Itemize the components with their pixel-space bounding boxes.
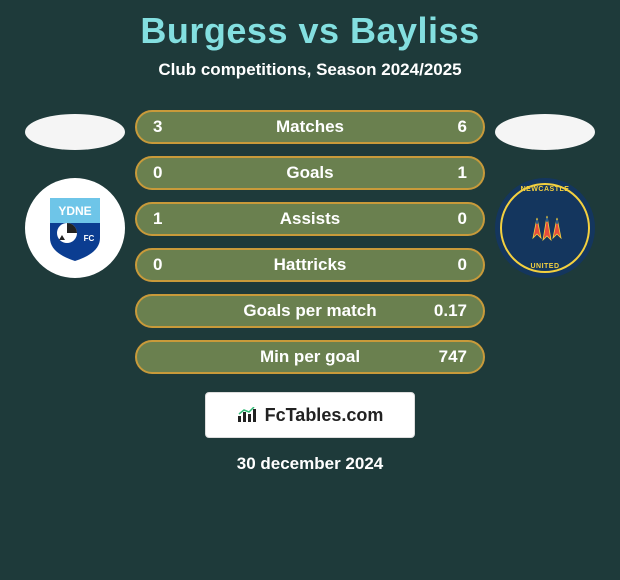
jets-text-bottom: UNITED xyxy=(495,263,595,270)
svg-text:FC: FC xyxy=(84,234,95,243)
svg-text:YDNE: YDNE xyxy=(58,204,91,218)
card-subtitle: Club competitions, Season 2024/2025 xyxy=(0,60,620,80)
footer: FcTables.com 30 december 2024 xyxy=(0,392,620,474)
fctables-text: FcTables.com xyxy=(265,405,384,426)
fctables-badge[interactable]: FcTables.com xyxy=(205,392,415,438)
fctables-chart-icon xyxy=(237,407,259,423)
stat-label: Goals xyxy=(286,163,333,183)
stat-right-value: 0.17 xyxy=(434,301,467,321)
player-avatar-left xyxy=(25,114,125,150)
date-text: 30 december 2024 xyxy=(237,454,384,474)
club-badge-right: NEWCASTLE UNITED xyxy=(495,178,595,278)
stat-bar: 3 Matches 6 xyxy=(135,110,485,144)
player-avatar-right xyxy=(495,114,595,150)
stat-right-value: 6 xyxy=(458,117,467,137)
stat-bar: Goals per match 0.17 xyxy=(135,294,485,328)
content-row: YDNE FC 3 Matches 6 0 Goals 1 1 Assists 0 0 Hattri… xyxy=(0,110,620,374)
stat-right-value: 1 xyxy=(458,163,467,183)
stat-bar: Min per goal 747 xyxy=(135,340,485,374)
stat-right-value: 0 xyxy=(458,209,467,229)
stat-label: Assists xyxy=(280,209,340,229)
stat-left-value: 0 xyxy=(153,255,162,275)
stat-label: Matches xyxy=(276,117,344,137)
stat-bar: 1 Assists 0 xyxy=(135,202,485,236)
stat-left-value: 3 xyxy=(153,117,162,137)
left-column: YDNE FC xyxy=(15,110,135,278)
stat-left-value: 1 xyxy=(153,209,162,229)
stat-bars: 3 Matches 6 0 Goals 1 1 Assists 0 0 Hattricks 0 Goal… xyxy=(135,110,485,374)
club-badge-left: YDNE FC xyxy=(25,178,125,278)
stat-right-value: 0 xyxy=(458,255,467,275)
stat-left-value: 0 xyxy=(153,163,162,183)
stat-right-value: 747 xyxy=(439,347,467,367)
jets-planes-icon xyxy=(515,198,575,258)
right-column: NEWCASTLE UNITED xyxy=(485,110,605,278)
jets-text-top: NEWCASTLE xyxy=(495,186,595,193)
stat-label: Min per goal xyxy=(260,347,360,367)
stat-label: Hattricks xyxy=(274,255,347,275)
stat-bar: 0 Goals 1 xyxy=(135,156,485,190)
stat-bar: 0 Hattricks 0 xyxy=(135,248,485,282)
comparison-card: Burgess vs Bayliss Club competitions, Se… xyxy=(0,0,620,580)
card-title: Burgess vs Bayliss xyxy=(0,10,620,52)
sydney-fc-shield-icon: YDNE FC xyxy=(45,193,105,263)
stat-label: Goals per match xyxy=(243,301,376,321)
